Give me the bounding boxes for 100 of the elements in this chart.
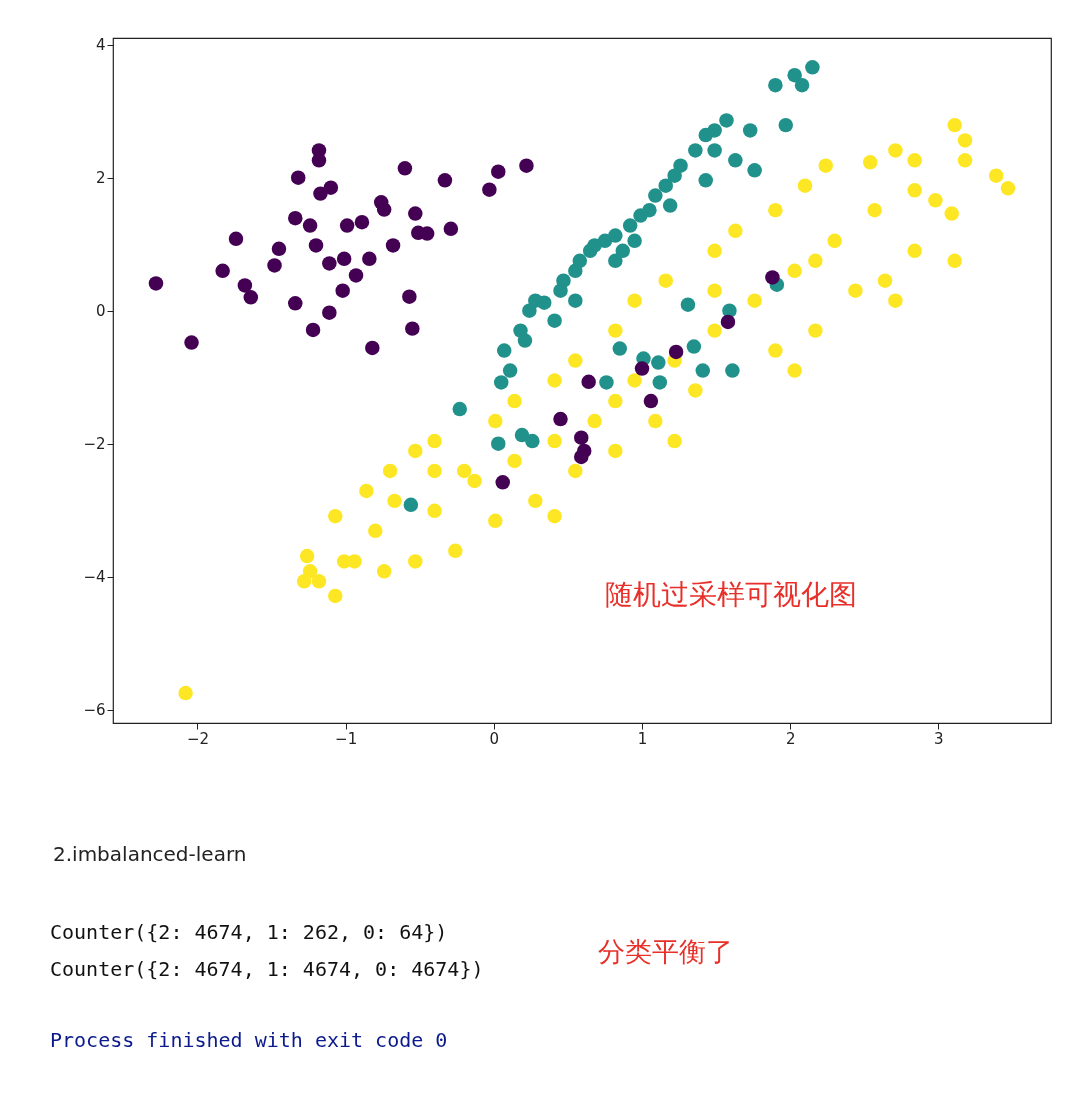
y-tick-label: −2: [83, 435, 106, 454]
point: [365, 340, 380, 356]
point: [493, 375, 509, 390]
point: [184, 335, 199, 350]
y-tick-label: −6: [83, 701, 106, 720]
x-tick-label: −2: [186, 729, 210, 748]
point: [725, 363, 740, 378]
point: [322, 305, 337, 320]
point: [519, 158, 534, 173]
point: [627, 233, 642, 249]
point: [787, 68, 802, 83]
point: [313, 186, 328, 201]
point: [491, 164, 506, 179]
point: [608, 228, 623, 243]
point: [267, 258, 282, 273]
point: [288, 211, 303, 226]
point: [215, 263, 230, 278]
x-tick-label: 0: [489, 729, 500, 748]
point: [290, 170, 306, 185]
point: [765, 270, 780, 285]
point: [547, 313, 562, 328]
point: [403, 497, 419, 513]
point: [658, 178, 673, 193]
point: [805, 60, 820, 75]
point: [525, 433, 540, 449]
point: [271, 241, 287, 257]
point: [643, 393, 659, 409]
annotation: 随机过采样可视化图: [605, 578, 857, 611]
point: [354, 214, 370, 230]
point: [668, 344, 684, 360]
point: [581, 374, 596, 390]
point: [362, 251, 377, 267]
point: [778, 117, 793, 133]
point: [237, 278, 253, 293]
point: [728, 153, 743, 168]
point: [556, 273, 571, 288]
point: [228, 231, 244, 247]
point: [720, 314, 736, 330]
point: [385, 238, 401, 253]
point: [452, 401, 467, 417]
point: [686, 339, 702, 354]
point: [482, 182, 497, 197]
point: [308, 238, 324, 253]
point: [495, 475, 510, 490]
point: [335, 283, 350, 298]
point: [680, 297, 696, 312]
point: [615, 243, 630, 259]
point: [768, 77, 783, 93]
point: [622, 218, 638, 233]
point: [662, 198, 678, 213]
point: [688, 143, 703, 158]
y-tick-label: −4: [83, 568, 106, 587]
point: [648, 188, 663, 203]
point: [302, 218, 318, 233]
x-tick-label: 3: [934, 729, 944, 748]
point: [339, 218, 355, 233]
y-tick-label: 2: [95, 169, 106, 188]
point: [695, 363, 711, 378]
point: [536, 295, 552, 310]
point: [496, 343, 512, 358]
point: [336, 251, 352, 267]
point: [402, 289, 417, 304]
point: [698, 173, 713, 188]
y-tick-label: 0: [95, 302, 106, 321]
point: [747, 163, 762, 178]
point: [502, 363, 518, 378]
point: [652, 375, 668, 390]
point: [707, 143, 722, 158]
point: [348, 268, 364, 283]
text: Process finished with exit code 0: [50, 1028, 448, 1052]
text: 2.imbalanced-learn: [53, 842, 247, 866]
point: [408, 206, 423, 221]
point: [443, 221, 459, 237]
point: [572, 253, 588, 269]
point: [599, 375, 614, 390]
point: [673, 158, 688, 173]
point: [397, 161, 413, 176]
point: [794, 77, 810, 93]
point: [243, 290, 259, 305]
point: [323, 180, 339, 195]
point: [612, 341, 628, 356]
point: [405, 321, 420, 336]
x-tick-label: −1: [335, 729, 358, 748]
point: [719, 113, 734, 128]
text: Counter({2: 4674, 1: 4674, 0: 4674}): [50, 957, 484, 981]
point: [707, 123, 722, 138]
y-tick-label: 4: [95, 36, 106, 55]
point: [376, 202, 392, 217]
point: [574, 430, 589, 445]
point: [491, 436, 506, 451]
point: [742, 123, 758, 138]
point: [634, 361, 650, 376]
point: [288, 296, 303, 311]
point: [651, 355, 666, 370]
point: [642, 203, 657, 218]
point: [437, 173, 453, 188]
point: [608, 253, 623, 269]
point: [305, 322, 321, 338]
x-tick-label: 2: [785, 729, 796, 748]
text: 分类平衡了: [598, 936, 733, 967]
